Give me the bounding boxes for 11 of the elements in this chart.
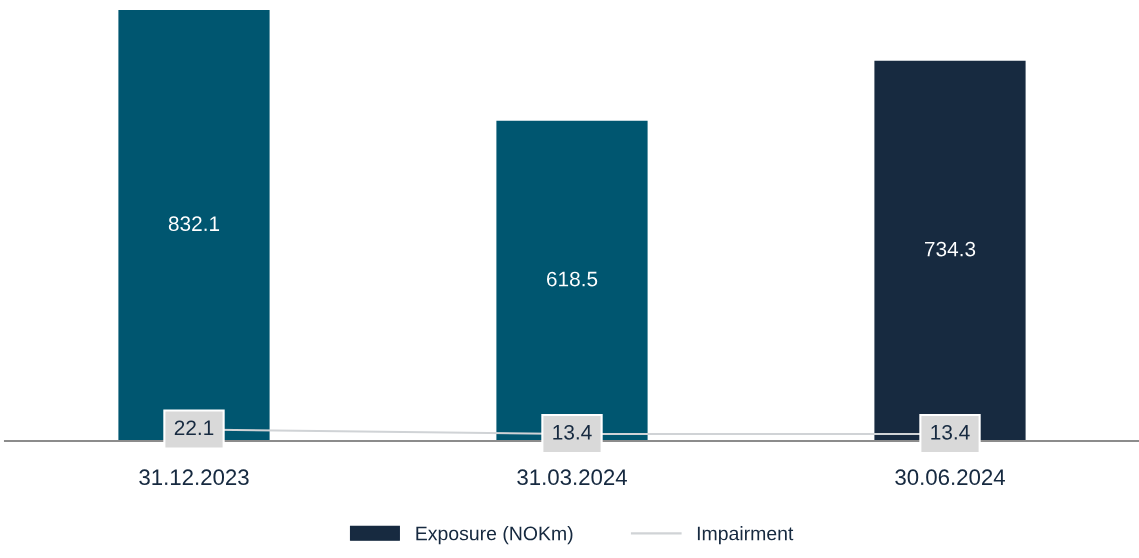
data-label: 13.4 — [931, 424, 970, 440]
data-label: 734.3 — [925, 241, 976, 257]
x-tick-label: 31.03.2024 — [517, 469, 627, 486]
x-tick-label: 31.12.2023 — [139, 469, 249, 486]
legend-label: Exposure (NOKm) — [416, 526, 573, 545]
data-label: 832.1 — [168, 216, 220, 232]
x-tick-label: 30.06.2024 — [895, 469, 1005, 486]
data-label: 618.5 — [546, 271, 598, 287]
legend-label: Impairment — [697, 526, 794, 545]
data-label: 13.4 — [553, 424, 592, 440]
data-label: 22.1 — [174, 420, 214, 435]
